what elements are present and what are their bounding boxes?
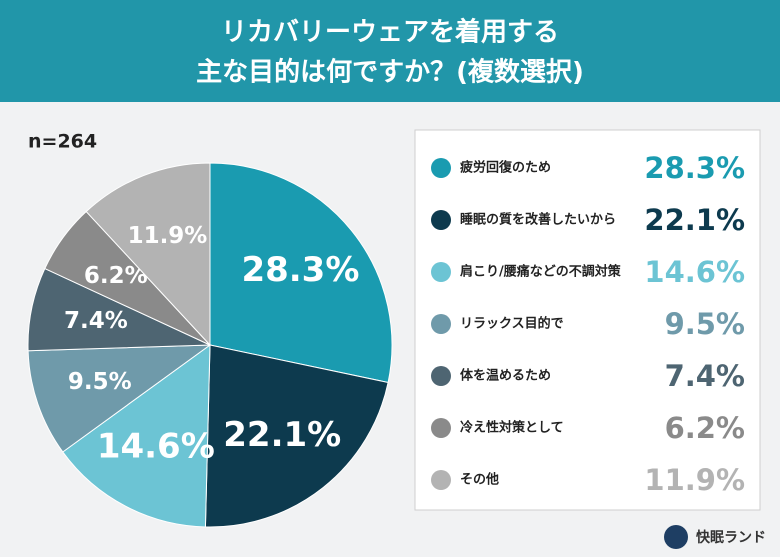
legend: 疲労回復のため 28.3% 睡眠の質を改善したいから 22.1% 肩こり/腰痛などの不調… xyxy=(431,151,745,497)
legend-swatch xyxy=(431,470,451,490)
legend-swatch xyxy=(431,314,451,334)
legend-value: 14.6% xyxy=(644,255,745,289)
legend-swatch xyxy=(431,418,451,438)
brand-name: 快眠ランド xyxy=(696,529,766,546)
legend-value: 11.9% xyxy=(644,463,745,497)
legend-swatch xyxy=(431,158,451,178)
legend-label: 肩こり/腰痛などの不調対策 xyxy=(460,264,622,280)
legend-value: 22.1% xyxy=(644,203,745,237)
legend-value: 7.4% xyxy=(665,359,745,393)
legend-value: 28.3% xyxy=(644,151,745,185)
legend-label: リラックス目的で xyxy=(460,316,564,332)
legend-label: その他 xyxy=(460,472,499,488)
pie-slice xyxy=(62,344,211,528)
slice-label: 6.2% xyxy=(84,263,148,289)
pie-slice xyxy=(27,344,212,453)
legend-label: 疲労回復のため xyxy=(460,160,551,176)
slice-label: 28.3% xyxy=(241,250,359,290)
legend-swatch xyxy=(431,366,451,386)
legend-swatch xyxy=(431,262,451,282)
legend-box xyxy=(414,129,761,511)
pie-slice xyxy=(85,162,211,347)
slice-label: 7.4% xyxy=(64,308,128,334)
chart-title: 主な目的は何ですか？(複数選択) xyxy=(196,57,584,88)
pie-slice xyxy=(204,344,389,528)
pie: 28.3% 22.1%14.6% 9.5% 7.4% 6.2% 11.9% xyxy=(27,162,393,528)
slice-label: 11.9% xyxy=(128,223,208,249)
chart-title: リカバリーウェアを着用する xyxy=(221,17,559,48)
legend-label: 睡眠の質を改善したいから xyxy=(460,212,616,228)
legend-value: 9.5% xyxy=(665,307,745,341)
slice-label: 22.1% xyxy=(223,415,341,455)
legend-value: 6.2% xyxy=(665,411,745,445)
brand-icon xyxy=(664,525,688,549)
pie-slice xyxy=(209,162,393,384)
legend-label: 体を温めるため xyxy=(460,368,551,384)
header-band xyxy=(0,0,780,102)
slice-label: 9.5% xyxy=(68,369,132,395)
slice-label: 14.6% xyxy=(97,427,215,467)
legend-label: 冷え性対策として xyxy=(460,420,564,436)
sample-note: n=264 xyxy=(28,131,97,153)
legend-swatch xyxy=(431,210,451,230)
